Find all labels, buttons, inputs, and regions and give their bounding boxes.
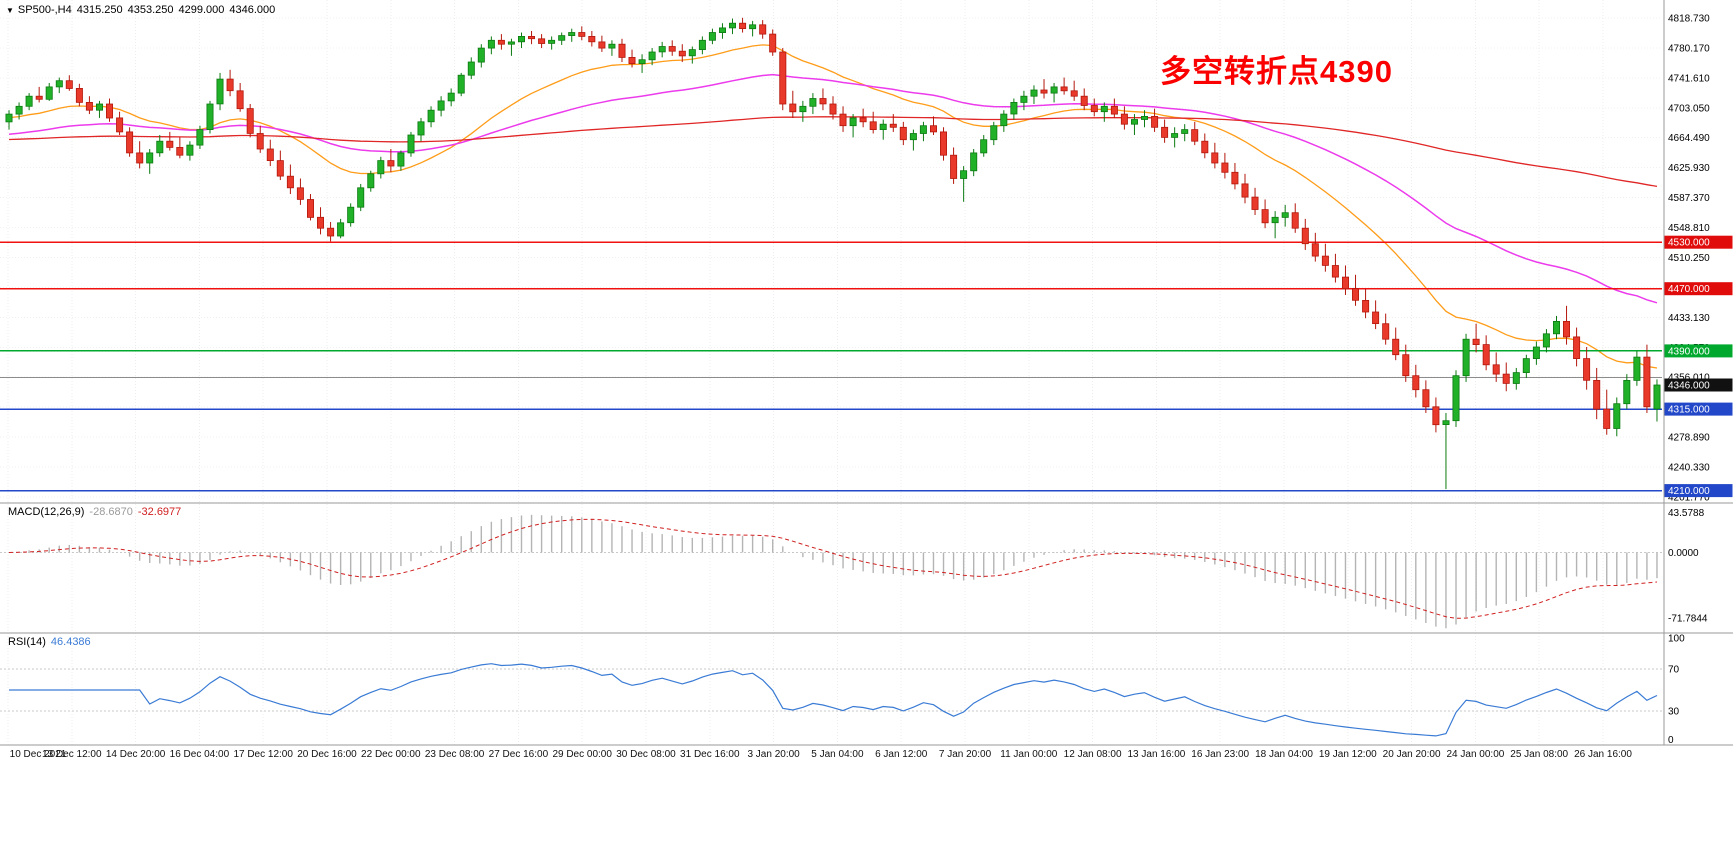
svg-text:4818.730: 4818.730 [1668, 14, 1710, 25]
svg-text:17 Dec 12:00: 17 Dec 12:00 [233, 749, 293, 760]
rsi-axis: 100 70 30 0 [1668, 634, 1685, 747]
svg-text:27 Dec 16:00: 27 Dec 16:00 [489, 749, 549, 760]
symbol-timeframe: SP500-,H4 [17, 4, 72, 16]
svg-text:4530.000: 4530.000 [1668, 238, 1710, 249]
horizontal-lines-layer [0, 241, 1662, 492]
svg-text:4433.130: 4433.130 [1668, 313, 1710, 324]
price-line-label: 4315.000 [1664, 402, 1733, 416]
current-price-label: 4346.000 [1664, 378, 1733, 392]
svg-text:4240.330: 4240.330 [1668, 463, 1710, 474]
symbol-dropdown-icon[interactable]: ▼ [6, 6, 14, 15]
ohlc-close: 4346.000 [229, 4, 276, 16]
svg-text:5 Jan 04:00: 5 Jan 04:00 [811, 749, 864, 760]
price-line-label: 4390.000 [1664, 344, 1733, 358]
svg-text:20 Jan 20:00: 20 Jan 20:00 [1383, 749, 1441, 760]
panel-separators [0, 0, 1733, 746]
chart-header: ▼ SP500-,H4 4315.250 4353.250 4299.000 4346.0… [6, 4, 280, 16]
svg-text:4548.810: 4548.810 [1668, 223, 1710, 234]
svg-text:11 Jan 00:00: 11 Jan 00:00 [1000, 749, 1058, 760]
svg-text:4741.610: 4741.610 [1668, 73, 1710, 84]
svg-text:13 Dec 12:00: 13 Dec 12:00 [42, 749, 102, 760]
ma-slow [8, 116, 1658, 188]
macd-label: MACD(12,26,9) [8, 506, 85, 518]
annotation-text: 多空转折点4390 [1160, 54, 1393, 89]
svg-text:0: 0 [1668, 735, 1674, 746]
svg-text:100: 100 [1668, 634, 1685, 645]
svg-text:4780.170: 4780.170 [1668, 43, 1710, 54]
svg-text:22 Dec 00:00: 22 Dec 00:00 [361, 749, 421, 760]
svg-text:4210.000: 4210.000 [1668, 486, 1710, 497]
svg-text:12 Jan 08:00: 12 Jan 08:00 [1064, 749, 1122, 760]
ma-medium [8, 73, 1658, 304]
macd-indicator-label: MACD(12,26,9) -28.6870 -32.6977 [8, 506, 186, 518]
svg-text:4510.250: 4510.250 [1668, 253, 1710, 264]
svg-text:4315.000: 4315.000 [1668, 405, 1710, 416]
svg-text:30: 30 [1668, 706, 1680, 717]
price-line-label: 4210.000 [1664, 484, 1733, 497]
svg-text:30 Dec 08:00: 30 Dec 08:00 [616, 749, 676, 760]
macd-signal-value: -32.6977 [137, 506, 182, 518]
svg-text:14 Dec 20:00: 14 Dec 20:00 [106, 749, 166, 760]
price-line-label: 4470.000 [1664, 282, 1733, 295]
ohlc-open: 4315.250 [76, 4, 123, 16]
svg-text:4390.000: 4390.000 [1668, 346, 1710, 357]
svg-text:7 Jan 20:00: 7 Jan 20:00 [939, 749, 992, 760]
svg-text:4625.930: 4625.930 [1668, 163, 1710, 174]
svg-text:4664.490: 4664.490 [1668, 133, 1710, 144]
svg-text:4587.370: 4587.370 [1668, 193, 1710, 204]
svg-text:4278.890: 4278.890 [1668, 433, 1710, 444]
svg-text:4201.770: 4201.770 [1668, 492, 1710, 503]
svg-text:4346.000: 4346.000 [1668, 381, 1710, 392]
macd-signal-line [8, 518, 1658, 619]
price-line-label: 4530.000 [1664, 235, 1733, 249]
svg-text:4703.050: 4703.050 [1668, 103, 1710, 114]
svg-text:20 Dec 16:00: 20 Dec 16:00 [297, 749, 357, 760]
rsi-line [9, 663, 1658, 737]
moving-averages-layer [8, 44, 1658, 369]
ma-fast [8, 44, 1658, 369]
svg-text:23 Dec 08:00: 23 Dec 08:00 [425, 749, 485, 760]
svg-text:24 Jan 00:00: 24 Jan 00:00 [1446, 749, 1504, 760]
svg-text:16 Jan 23:00: 16 Jan 23:00 [1191, 749, 1249, 760]
ohlc-low: 4299.000 [178, 4, 225, 16]
svg-text:4470.000: 4470.000 [1668, 284, 1710, 295]
candles-layer [5, 17, 1661, 490]
macd-layer [8, 514, 1658, 629]
svg-text:19 Jan 12:00: 19 Jan 12:00 [1319, 749, 1377, 760]
svg-text:4356.010: 4356.010 [1668, 373, 1710, 384]
svg-text:-71.7844: -71.7844 [1668, 614, 1708, 625]
rsi-label: RSI(14) [8, 636, 46, 648]
svg-text:10 Dec 2021: 10 Dec 2021 [10, 749, 67, 760]
macd-axis: 43.5788 0.0000 -71.7844 [1668, 508, 1708, 624]
svg-text:29 Dec 00:00: 29 Dec 00:00 [552, 749, 612, 760]
svg-text:0.0000: 0.0000 [1668, 548, 1699, 559]
rsi-indicator-label: RSI(14) 46.4386 [8, 636, 96, 648]
svg-text:13 Jan 16:00: 13 Jan 16:00 [1127, 749, 1185, 760]
svg-text:70: 70 [1668, 665, 1680, 676]
svg-text:3 Jan 20:00: 3 Jan 20:00 [747, 749, 800, 760]
svg-text:18 Jan 04:00: 18 Jan 04:00 [1255, 749, 1313, 760]
svg-text:26 Jan 16:00: 26 Jan 16:00 [1574, 749, 1632, 760]
svg-text:43.5788: 43.5788 [1668, 508, 1705, 519]
svg-text:25 Jan 08:00: 25 Jan 08:00 [1510, 749, 1568, 760]
svg-text:6 Jan 12:00: 6 Jan 12:00 [875, 749, 928, 760]
macd-main-value: -28.6870 [89, 506, 133, 518]
svg-text:16 Dec 04:00: 16 Dec 04:00 [170, 749, 230, 760]
svg-text:31 Dec 16:00: 31 Dec 16:00 [680, 749, 740, 760]
price-axis: 4818.730 4780.170 4741.610 4703.050 4664.490… [1668, 14, 1710, 504]
ohlc-high: 4353.250 [127, 4, 174, 16]
rsi-value: 46.4386 [50, 636, 91, 648]
